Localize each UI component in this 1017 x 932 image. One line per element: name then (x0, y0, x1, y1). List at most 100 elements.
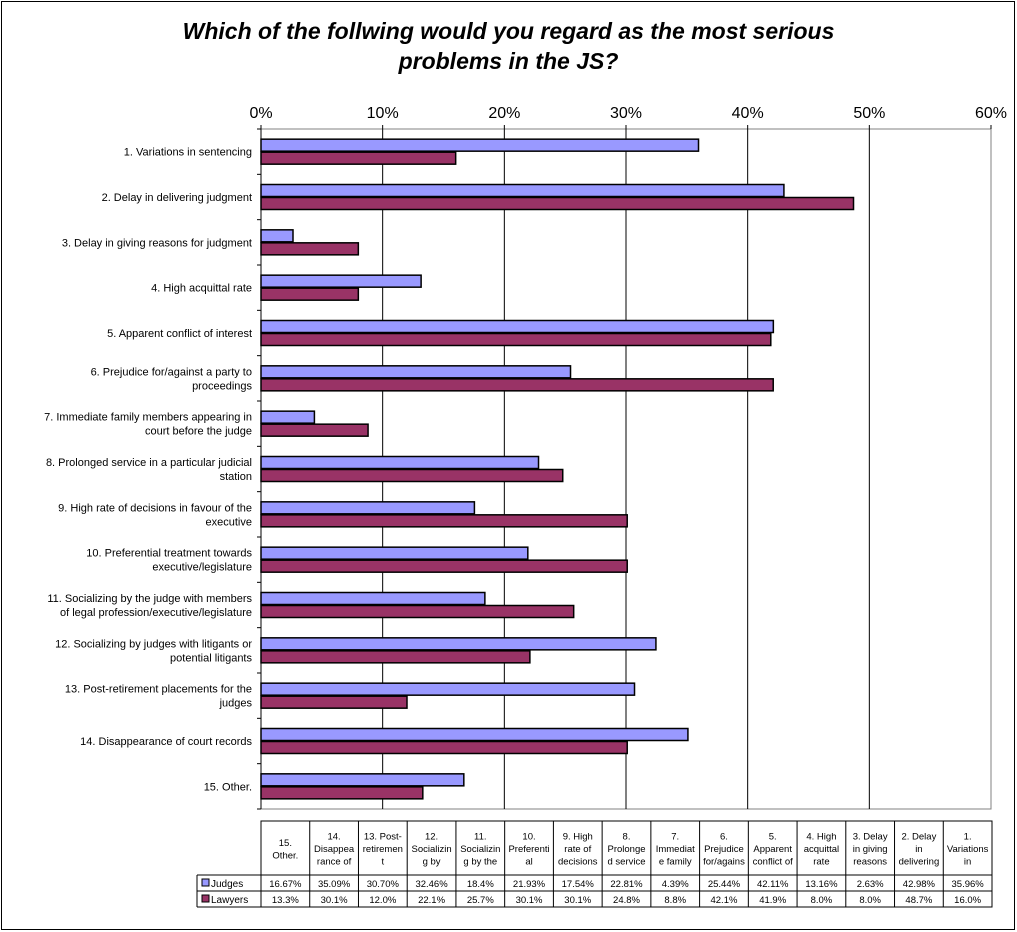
category-label: 3. Delay in giving reasons for judgment (62, 237, 252, 249)
table-column-header: d service (607, 857, 645, 868)
bar-lawyers (260, 423, 369, 437)
chart-title-line-2: problems in the JS? (398, 48, 619, 74)
category-label: 15. Other. (204, 781, 252, 793)
table-cell: 22.1% (418, 895, 445, 906)
x-tick-label: 10% (367, 105, 399, 122)
table-cell: 17.54% (562, 879, 595, 890)
table-column-header: rate of (564, 844, 591, 855)
category-label: 9. High rate of decisions in favour of t… (58, 502, 252, 514)
table-cell: 13.3% (272, 895, 299, 906)
category-label: executive (206, 516, 252, 528)
bar-judges (260, 319, 775, 334)
table-column-header: 15. (279, 838, 292, 849)
category-label: 11. Socializing by the judge with member… (47, 593, 252, 605)
category-label: potential litigants (170, 652, 252, 664)
bar-judges (260, 410, 316, 424)
bar-lawyers (260, 695, 408, 709)
bar-judges (260, 274, 422, 288)
category-label: 13. Post-retirement placements for the (65, 684, 252, 696)
bar-lawyers (260, 468, 564, 483)
bar-judges (260, 637, 657, 651)
bar-lawyers (260, 287, 360, 301)
table-cell: 16.67% (269, 879, 302, 890)
bar-lawyers (260, 242, 360, 256)
table-column-header: g by (423, 857, 441, 868)
table-cell: 41.9% (759, 895, 786, 906)
table-column-header: rance of (317, 857, 352, 868)
table-column-header: for/agains (703, 857, 745, 868)
table-cell: 8.8% (664, 895, 686, 906)
table-column-header: 12. (425, 832, 438, 843)
chart-title-line-1: Which of the follwing would you regard a… (182, 18, 835, 44)
bar-judges (260, 229, 294, 243)
table-cell: 25.44% (708, 879, 741, 890)
legend-label: Lawyers (211, 895, 248, 906)
table-cell: 25.7% (467, 895, 494, 906)
x-tick-label: 0% (249, 105, 272, 122)
data-table: 15.Other. 14.Disappea rance of 13. Post-ret… (196, 820, 993, 908)
table-cell: 42.98% (903, 879, 936, 890)
table-column-header: Immediat (656, 844, 695, 855)
table-cell: 30.1% (564, 895, 591, 906)
legend-swatch (201, 894, 210, 903)
table-column-header: g by the (463, 857, 497, 868)
table-column-header: rate (813, 857, 829, 868)
table-column-header: 4. High (806, 832, 836, 843)
x-tick-label: 60% (975, 105, 1007, 122)
bar-judges (260, 183, 785, 198)
table-cell: 30.70% (367, 879, 400, 890)
table-cell: 2.63% (857, 879, 884, 890)
table-column-header: acquittal (804, 844, 839, 855)
table-cell: 48.7% (905, 895, 932, 906)
table-cell: 13.16% (805, 879, 838, 890)
x-tick-label: 30% (610, 105, 642, 122)
table-cell: 30.1% (516, 895, 543, 906)
bar-lawyers (260, 650, 531, 664)
legend-swatch (201, 878, 210, 887)
table-cell: 16.0% (954, 895, 981, 906)
table-column-header: retiremen (363, 844, 403, 855)
category-label: 6. Prejudice for/against a party to (91, 366, 252, 378)
table-column-header: Socializin (411, 844, 451, 855)
table-column-header: delivering (899, 857, 940, 868)
table-column-header: 14. (327, 832, 340, 843)
table-column-header: in (915, 844, 922, 855)
category-label: court before the judge (145, 426, 252, 438)
bar-lawyers (260, 786, 424, 800)
table-cell: 35.09% (318, 879, 351, 890)
table-column-header: 9. High (563, 832, 593, 843)
category-label: 10. Preferential treatment towards (86, 548, 252, 560)
bar-lawyers (260, 196, 855, 211)
category-label: 7. Immediate family members appearing in (44, 412, 252, 424)
bar-judges (260, 455, 540, 470)
table-cell: 24.8% (613, 895, 640, 906)
category-label: judges (219, 698, 253, 710)
bar-judges (260, 682, 636, 696)
category-label: 12. Socializing by judges with litigants… (55, 638, 252, 650)
table-column-header: Apparent (753, 844, 792, 855)
chart-title: Which of the follwing would you regard a… (0, 16, 1017, 76)
table-cell: 30.1% (321, 895, 348, 906)
table-cell: 18.4% (467, 879, 494, 890)
table-column-header: in giving (853, 844, 888, 855)
table-cell: 8.0% (811, 895, 833, 906)
bar-lawyers (260, 514, 628, 528)
table-column-header: 3. Delay (853, 832, 888, 843)
table-cell: 42.11% (757, 879, 789, 890)
bar-judges (260, 365, 572, 379)
category-label: station (220, 471, 252, 483)
table-cell: 8.0% (859, 895, 881, 906)
category-label: of legal profession/executive/legislatur… (60, 607, 252, 619)
bar-lawyers (260, 151, 457, 165)
table-column-header: 13. Post- (364, 832, 402, 843)
table-cell: 4.39% (662, 879, 689, 890)
category-label: 8. Prolonged service in a particular jud… (46, 457, 252, 469)
bar-judges (260, 773, 465, 787)
category-label: 4. High acquittal rate (151, 283, 252, 295)
table-cell: 12.0% (369, 895, 396, 906)
x-tick-label: 50% (853, 105, 885, 122)
bar-judges (260, 501, 476, 515)
bar-lawyers (260, 332, 772, 347)
table-column-header: reasons (853, 857, 887, 868)
